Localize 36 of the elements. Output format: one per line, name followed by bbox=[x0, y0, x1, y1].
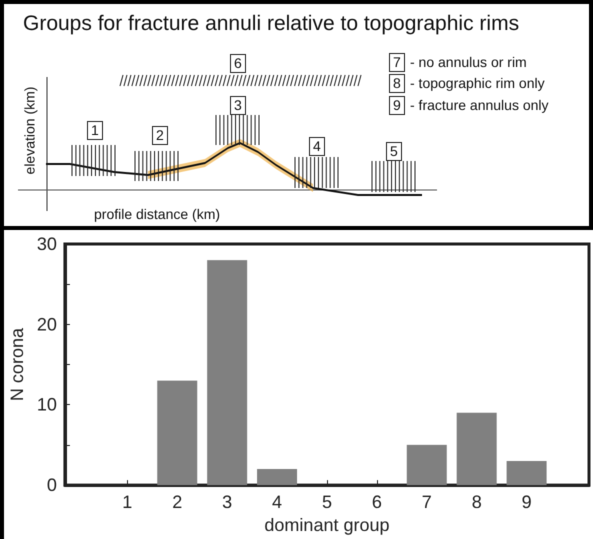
text: 9 bbox=[389, 96, 405, 114]
text: 7 bbox=[389, 52, 405, 72]
x-axis-title: dominant group bbox=[264, 515, 390, 535]
y-axis-title: N corona bbox=[7, 327, 27, 402]
text: 1 bbox=[87, 120, 103, 140]
bar bbox=[157, 380, 198, 486]
text: 2 bbox=[152, 126, 168, 144]
bar bbox=[257, 469, 298, 486]
text: - no annulus or rim bbox=[410, 54, 527, 70]
text: 6 bbox=[230, 54, 246, 72]
text: profile distance (km) bbox=[94, 206, 220, 222]
x-tick-label: 4 bbox=[272, 492, 282, 512]
x-tick-label: 8 bbox=[472, 492, 482, 512]
bar bbox=[506, 460, 547, 486]
x-tick-label: 6 bbox=[372, 492, 382, 512]
x-tick-label: 7 bbox=[422, 492, 432, 512]
text: 3 bbox=[230, 96, 246, 114]
text: - fracture annulus only bbox=[410, 96, 549, 114]
x-tick-label: 1 bbox=[122, 492, 132, 512]
y-tick-label: 0 bbox=[46, 475, 57, 496]
x-tick-label: 9 bbox=[522, 492, 532, 512]
bar bbox=[207, 260, 248, 486]
text: elevation (km) bbox=[21, 86, 38, 174]
text: 4 bbox=[309, 136, 325, 156]
bar bbox=[406, 444, 447, 486]
bar bbox=[456, 412, 497, 486]
x-tick-label: 2 bbox=[172, 492, 182, 512]
text: - topographic rim only bbox=[410, 74, 545, 92]
x-tick-label: 3 bbox=[222, 492, 232, 512]
text: 5 bbox=[386, 142, 402, 160]
y-tick-label: 20 bbox=[36, 314, 57, 334]
x-tick-label: 5 bbox=[322, 492, 332, 512]
chart-title: Groups for fracture annuli relative to topographic rims bbox=[23, 12, 520, 36]
text: 8 bbox=[389, 74, 405, 92]
y-tick-label: 10 bbox=[36, 394, 57, 415]
y-tick-label: 30 bbox=[36, 234, 57, 254]
